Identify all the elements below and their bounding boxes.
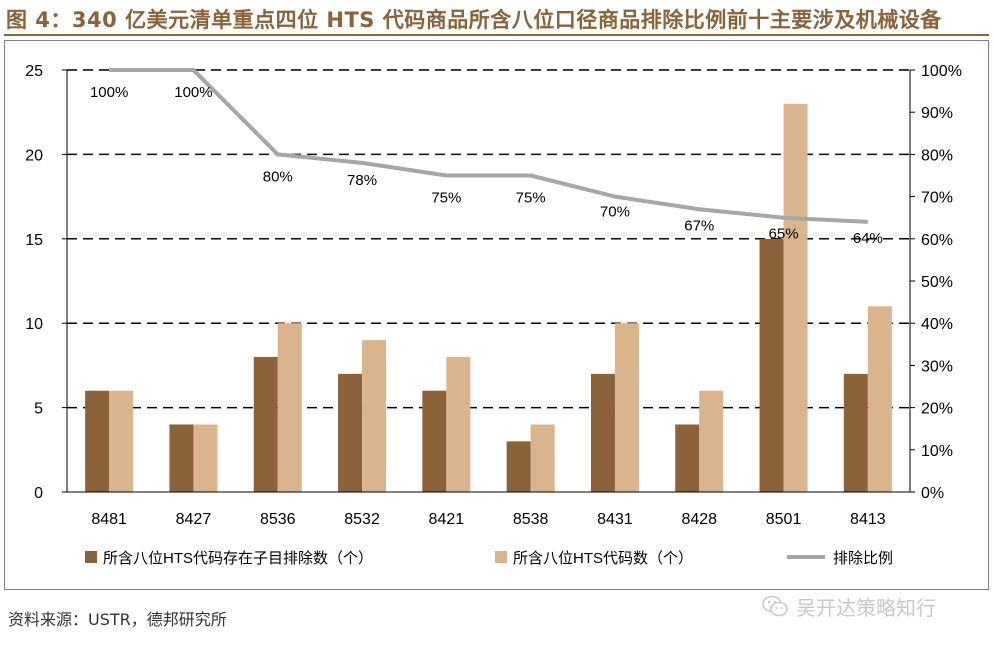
x-tick-label: 8421 (429, 511, 465, 528)
ratio-label-8431: 70% (600, 204, 630, 221)
x-tick-label: 8532 (344, 511, 380, 528)
y-right-tick-label: 80% (921, 147, 953, 164)
bar-excluded-8532 (338, 373, 363, 492)
y-left-tick-label: 0 (34, 485, 43, 502)
y-right-tick-label: 40% (921, 316, 953, 333)
ratio-label-8538: 75% (516, 190, 546, 207)
ratio-label-8421: 75% (431, 190, 461, 207)
x-tick-label: 8538 (513, 511, 549, 528)
x-tick-label: 8536 (260, 511, 296, 528)
ratio-label-8536: 80% (263, 168, 293, 185)
chart-svg: 100% 100% 80% 78% 75% 75% 70% 67% 65% 64% 0 5 10 15 2… (25, 63, 962, 567)
y-right-tick-label: 60% (921, 232, 953, 249)
x-tick-label: 8427 (176, 511, 212, 528)
bar-excluded-8538 (506, 441, 531, 492)
x-tick-label: 8428 (681, 511, 717, 528)
x-tick-label: 8431 (597, 511, 633, 528)
legend-excluded-swatch (85, 551, 97, 563)
ratio-line (109, 68, 868, 224)
bar-excluded-8413 (843, 373, 868, 492)
bar-total-8427 (193, 424, 218, 492)
y-left-tick-label: 5 (34, 401, 43, 418)
ratio-label-8481: 100% (90, 84, 128, 101)
ratio-label-8501: 65% (769, 226, 799, 243)
bar-excluded-8536 (253, 356, 278, 492)
ratio-label-8427: 100% (174, 84, 212, 101)
y-right-tick-label: 0% (921, 485, 944, 502)
bar-excluded-8428 (675, 424, 700, 492)
bar-total-8536 (277, 323, 302, 492)
bar-total-8538 (530, 424, 555, 492)
ratio-line-path (109, 68, 868, 224)
legend-excluded-label: 所含八位HTS代码存在子目排除数（个） (103, 550, 373, 567)
legend-ratio-label: 排除比例 (833, 550, 893, 567)
figure-title: 图 4：340 亿美元清单重点四位 HTS 代码商品所含八位口径商品排除比例前十… (6, 8, 942, 32)
title-rule (4, 34, 989, 36)
x-tick-label: 8413 (850, 511, 886, 528)
y-left-tick-label: 25 (25, 63, 43, 80)
y-right-tick-label: 10% (921, 443, 953, 460)
ratio-label-8532: 78% (347, 172, 377, 189)
y-right-tick-label: 70% (921, 190, 953, 207)
bar-excluded-8431 (590, 373, 615, 492)
y-left-tick-label: 10 (25, 316, 43, 333)
bar-total-8481 (109, 390, 134, 492)
ratio-label-8428: 67% (684, 217, 714, 234)
y-right-tick-label: 100% (921, 63, 962, 80)
y-left-tick-label: 20 (25, 147, 43, 164)
bar-total-8532 (362, 340, 387, 492)
legend-total-label: 所含八位HTS代码数（个） (513, 550, 693, 567)
bar-total-8431 (614, 323, 639, 492)
x-tick-label: 8481 (91, 511, 127, 528)
legend: 所含八位HTS代码存在子目排除数（个） 所含八位HTS代码数（个） 排除比例 (85, 550, 893, 567)
bar-total-8501 (783, 103, 808, 492)
source-note: 资料来源：USTR，德邦研究所 (8, 610, 227, 629)
bar-excluded-8501 (759, 238, 784, 492)
data-labels: 100% 100% 80% 78% 75% 75% 70% 67% 65% 64% (90, 84, 883, 247)
chart-frame: 100% 100% 80% 78% 75% 75% 70% 67% 65% 64% 0 5 10 15 2… (4, 40, 989, 590)
bar-total-8428 (699, 390, 724, 492)
bar-excluded-8481 (85, 390, 110, 492)
bar-excluded-8427 (169, 424, 194, 492)
grid-lines (67, 69, 910, 409)
axes: 0 5 10 15 20 25 0% 10% 20% 30% 40% 50% 60% 70% 80% 90% 1… (25, 63, 962, 528)
y-right-tick-label: 90% (921, 105, 953, 122)
bars (85, 103, 892, 492)
watermark: 吴开达策略知行 (762, 592, 936, 620)
bar-excluded-8421 (422, 390, 447, 492)
x-tick-label: 8501 (766, 511, 802, 528)
bar-total-8413 (867, 306, 892, 492)
y-right-tick-label: 30% (921, 358, 953, 375)
bar-total-8421 (446, 356, 471, 492)
watermark-text: 吴开达策略知行 (796, 595, 936, 620)
wechat-icon (762, 595, 788, 617)
legend-total-swatch (495, 551, 507, 563)
ratio-label-8413: 64% (853, 230, 883, 247)
y-right-tick-label: 20% (921, 401, 953, 418)
y-left-tick-label: 15 (25, 232, 43, 249)
y-right-tick-label: 50% (921, 274, 953, 291)
